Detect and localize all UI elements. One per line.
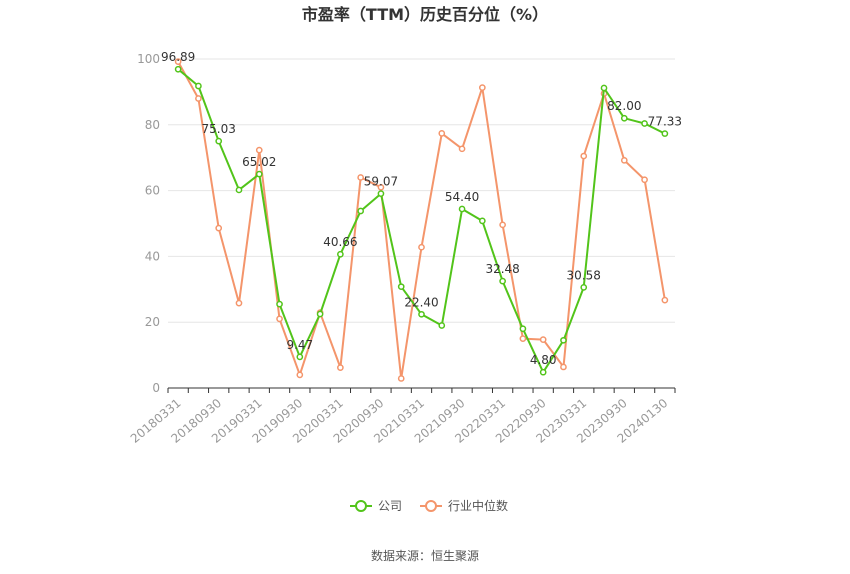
legend-marker xyxy=(425,500,437,512)
data-point xyxy=(458,205,466,213)
legend-marker xyxy=(355,500,367,512)
data-point xyxy=(641,176,648,184)
data-point xyxy=(560,336,567,344)
data-point xyxy=(377,183,385,191)
data-point xyxy=(195,95,202,102)
y-tick-label: 100 xyxy=(137,52,160,66)
data-point xyxy=(337,364,344,371)
data-point xyxy=(215,224,223,232)
data-label: 22.40 xyxy=(404,295,438,309)
data-label: 30.58 xyxy=(567,268,601,282)
data-point xyxy=(600,84,608,92)
data-point xyxy=(255,170,263,178)
data-label: 54.40 xyxy=(445,190,479,204)
y-axis: 0 20 40 60 80 100 xyxy=(137,52,160,395)
data-point xyxy=(195,82,202,90)
source-note: 数据来源：恒生聚源 xyxy=(371,548,479,563)
series-layer xyxy=(174,58,669,382)
data-point xyxy=(255,146,263,154)
data-point xyxy=(296,371,304,379)
data-point xyxy=(174,65,182,73)
data-point xyxy=(539,336,547,343)
data-point xyxy=(357,207,365,215)
data-point xyxy=(357,174,365,181)
data-point xyxy=(235,299,243,307)
data-point xyxy=(438,322,446,329)
data-label: 40.66 xyxy=(323,235,357,249)
data-point xyxy=(235,186,243,194)
y-tick-label: 20 xyxy=(145,315,160,329)
data-labels: 96.89 75.03 65.02 9.47 40.66 59.07 22.40 54.40 3… xyxy=(161,50,682,367)
data-point xyxy=(337,250,344,258)
data-point xyxy=(276,300,283,308)
data-point xyxy=(519,325,527,333)
data-point xyxy=(519,335,527,342)
data-label: 32.48 xyxy=(485,262,519,276)
data-point xyxy=(276,315,283,323)
data-point xyxy=(539,368,547,376)
data-point xyxy=(478,217,486,225)
y-tick-label: 60 xyxy=(145,184,160,198)
data-point xyxy=(478,84,486,91)
data-point xyxy=(397,375,405,382)
data-point xyxy=(499,221,506,229)
legend-label: 公司 xyxy=(378,499,402,513)
data-point xyxy=(620,114,628,122)
data-point xyxy=(174,58,182,65)
data-point xyxy=(296,353,304,361)
data-point xyxy=(418,243,425,251)
data-label: 77.33 xyxy=(648,115,682,129)
data-label: 59.07 xyxy=(364,175,398,189)
data-point xyxy=(620,156,628,164)
data-label: 75.03 xyxy=(202,122,236,136)
data-point xyxy=(661,130,669,137)
data-point xyxy=(580,152,588,160)
data-label: 4.80 xyxy=(530,353,557,367)
data-point xyxy=(316,310,324,318)
grid xyxy=(168,58,675,323)
data-point xyxy=(397,283,405,291)
legend-label: 行业中位数 xyxy=(448,498,508,513)
data-label: 82.00 xyxy=(607,99,641,113)
data-point xyxy=(377,190,385,198)
data-point xyxy=(661,296,669,304)
data-point xyxy=(438,130,446,137)
data-point xyxy=(560,363,567,371)
y-tick-label: 0 xyxy=(152,381,160,395)
series-line-0 xyxy=(177,68,666,374)
data-label: 65.02 xyxy=(242,155,276,169)
data-point xyxy=(418,310,425,318)
data-point xyxy=(215,137,223,145)
x-axis: 2018033120180930201903312019093020200331… xyxy=(128,387,676,446)
chart-title: 市盈率（TTM）历史百分位（%） xyxy=(302,5,548,24)
data-label: 96.89 xyxy=(161,50,195,64)
data-point xyxy=(458,145,466,153)
y-tick-label: 40 xyxy=(145,249,160,263)
legend[interactable]: 公司 行业中位数 xyxy=(350,498,508,513)
y-tick-label: 80 xyxy=(145,118,160,132)
data-point xyxy=(641,120,648,127)
data-point xyxy=(580,284,588,291)
data-point xyxy=(499,277,506,285)
series-line-1 xyxy=(177,61,666,380)
data-label: 9.47 xyxy=(286,338,313,352)
